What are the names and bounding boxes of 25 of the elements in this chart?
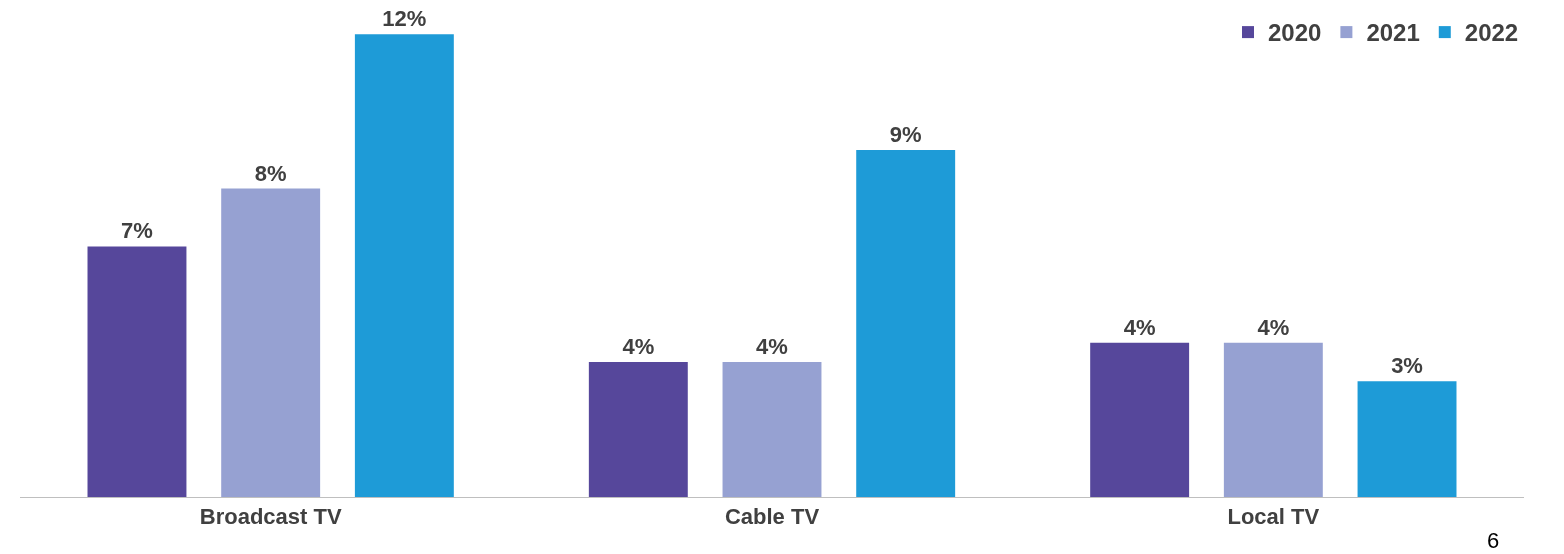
data-label: 4%: [1123, 314, 1156, 340]
text: 6: [1487, 528, 1500, 553]
data-label: 4%: [756, 334, 788, 360]
x-tick-label: Local TV: [1227, 504, 1320, 530]
bar: [221, 188, 321, 497]
bar: [856, 150, 956, 497]
bar: [1090, 342, 1190, 497]
data-label: 8%: [254, 160, 287, 186]
data-label: 4%: [1257, 314, 1290, 340]
data-label: 4%: [622, 334, 655, 360]
data-label: 7%: [121, 218, 153, 244]
bar: [1357, 381, 1457, 497]
bar: [1223, 342, 1323, 497]
x-tick-label: Cable TV: [724, 504, 820, 530]
x-tick-label: Broadcast TV: [199, 504, 342, 530]
legend-label: 2022: [1464, 19, 1519, 47]
bar: [722, 362, 822, 497]
data-label: 3%: [1391, 353, 1423, 379]
data-label: 9%: [889, 122, 922, 148]
bar: [588, 362, 688, 497]
data-label: 12%: [382, 6, 427, 32]
legend-label: 2021: [1366, 19, 1420, 47]
bar: [354, 34, 454, 497]
legend-label: 2020: [1268, 19, 1322, 47]
bar: [87, 246, 187, 497]
